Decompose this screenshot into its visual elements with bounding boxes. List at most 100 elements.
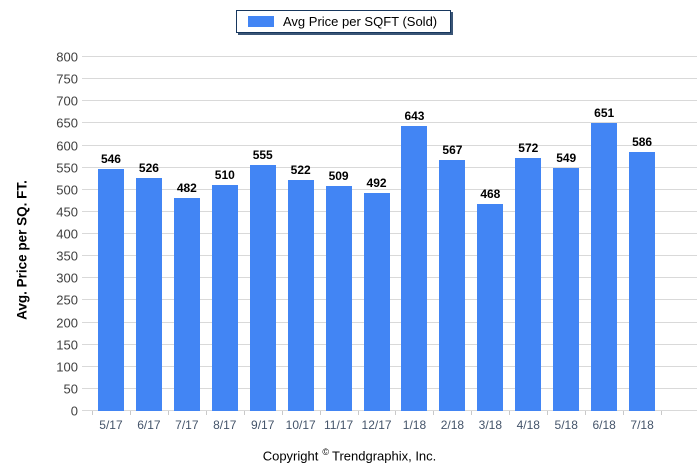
x-axis-tick [129, 411, 131, 415]
x-tick-label: 7/18 [630, 418, 654, 432]
bar-value-label: 482 [176, 180, 197, 195]
bar-value-label: 586 [632, 134, 653, 149]
y-tick-label: 500 [56, 182, 78, 198]
bar-value-label: 492 [366, 176, 387, 191]
x-tick-label: 10/17 [285, 418, 316, 432]
bar-cell: 555 9/17 [244, 57, 282, 432]
x-axis-tick [433, 411, 435, 415]
y-tick-label: 350 [56, 248, 78, 264]
x-axis-tick [281, 411, 283, 415]
bar [477, 203, 504, 411]
legend: Avg Price per SQFT (Sold) [236, 10, 452, 33]
bar-value-label: 546 [100, 152, 121, 167]
x-axis-tick [167, 411, 169, 415]
gridline [82, 144, 697, 146]
x-axis-tick [319, 411, 321, 415]
gridline [82, 78, 697, 80]
bar [97, 169, 124, 411]
copyright-prefix: Copyright [262, 448, 319, 464]
y-tick-label: 400 [56, 226, 78, 242]
y-tick-label: 550 [56, 160, 78, 176]
bar-value-label: 555 [252, 148, 273, 163]
bar-cell: 468 3/18 [471, 57, 509, 432]
x-tick-label: 2/18 [440, 418, 465, 432]
x-axis-tick [623, 411, 625, 415]
copyright-symbol: © [322, 447, 329, 457]
bar-value-label: 572 [518, 140, 539, 155]
y-tick-label: 650 [56, 115, 78, 131]
bar [211, 185, 238, 411]
bar [401, 126, 428, 411]
legend-label: Avg Price per SQFT (Sold) [283, 14, 438, 29]
y-tick-label: 250 [56, 292, 78, 308]
gridline [82, 56, 697, 57]
bar-value-label: 526 [138, 161, 159, 176]
x-axis-tick [585, 411, 587, 415]
y-tick-label: 200 [56, 315, 78, 330]
x-tick-label: 11/17 [324, 418, 354, 432]
bar-cell: 482 7/17 [168, 57, 206, 432]
bar-cell: 651 6/18 [585, 57, 623, 432]
copyright-company: Trendgraphix, Inc. [331, 448, 437, 464]
x-axis-tick [509, 411, 511, 415]
x-tick-label: 3/18 [478, 418, 503, 432]
x-axis-tick [395, 411, 397, 415]
x-tick-label: 7/17 [175, 418, 199, 432]
x-tick-label: 5/18 [554, 418, 578, 432]
bar [553, 168, 580, 411]
x-tick-label: 6/17 [137, 418, 161, 432]
bar-value-label: 509 [328, 168, 349, 183]
bar [135, 178, 162, 411]
bar-cell: 572 4/18 [509, 57, 547, 432]
bar-cell: 526 6/17 [130, 57, 168, 432]
x-tick-label: 6/18 [592, 418, 616, 432]
y-tick-label: 0 [70, 403, 78, 419]
bar [325, 185, 352, 411]
bar [439, 160, 466, 411]
y-tick-label: 50 [63, 381, 78, 397]
bar-value-label: 549 [556, 151, 577, 166]
bar-cell: 546 5/17 [92, 57, 130, 432]
y-tick-label: 100 [56, 359, 78, 375]
bar-cell: 586 7/18 [623, 57, 661, 432]
gridline [82, 188, 697, 190]
y-tick-label: 600 [56, 138, 78, 153]
bar [363, 193, 390, 411]
y-tick-label: 150 [56, 337, 78, 353]
plot-area: 546 5/17 526 6/17 482 7/17 510 8/17 555 9/17 522 10… [56, 51, 697, 432]
y-tick-label: 700 [56, 93, 78, 109]
bar-cell: 510 8/17 [206, 57, 244, 432]
x-axis-tick [205, 411, 207, 415]
bar [287, 180, 314, 411]
bar-cell: 509 11/17 [320, 57, 358, 432]
bar-cell: 522 10/17 [282, 57, 320, 432]
gridline [82, 166, 697, 168]
x-axis-tick [92, 411, 93, 415]
bar-value-label: 468 [480, 186, 501, 201]
bar-value-label: 522 [290, 163, 311, 178]
x-tick-label: 1/18 [402, 418, 427, 432]
bar-cell: 643 1/18 [396, 57, 434, 432]
bar-cell: 549 5/18 [547, 57, 585, 432]
bar-cell: 567 2/18 [433, 57, 471, 432]
bar [629, 151, 656, 411]
bar-value-label: 510 [214, 168, 235, 183]
y-tick-label: 300 [56, 270, 78, 286]
y-tick-label: 750 [56, 71, 78, 87]
x-axis-tick [471, 411, 473, 415]
x-tick-label: 8/17 [213, 418, 237, 432]
x-tick-label: 5/17 [99, 418, 123, 432]
gridline [82, 122, 697, 124]
x-axis-tick [243, 411, 245, 415]
bar [173, 197, 200, 411]
x-axis-tick [547, 411, 549, 415]
bar-value-label: 643 [404, 109, 425, 124]
copyright-text: Copyright © Trendgraphix, Inc. [0, 447, 699, 463]
bar [515, 157, 542, 411]
bar-value-label: 651 [594, 105, 615, 120]
gridline [82, 100, 697, 102]
bars-container: 546 5/17 526 6/17 482 7/17 510 8/17 555 9/17 522 10… [92, 57, 662, 432]
bar-value-label: 567 [442, 143, 463, 158]
legend-swatch [248, 16, 274, 27]
